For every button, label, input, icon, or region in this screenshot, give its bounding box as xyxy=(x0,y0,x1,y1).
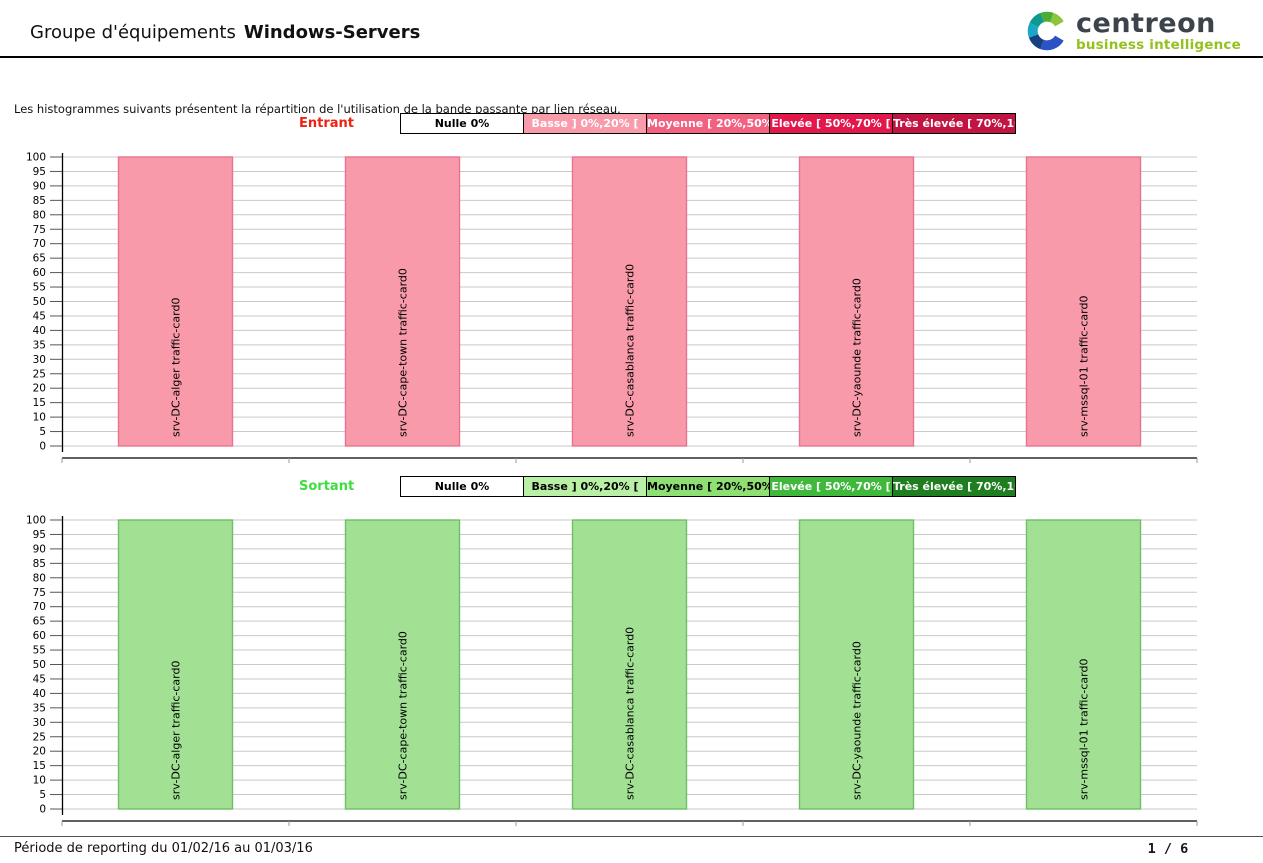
legend-cell: Elevée [ 50%,70% [ xyxy=(769,476,893,497)
y-tick-label: 20 xyxy=(33,383,46,395)
bar-label: srv-DC-alger traffic-card0 xyxy=(170,298,183,437)
y-tick-label: 40 xyxy=(33,325,46,337)
bar-label: srv-DC-casablanca traffic-card0 xyxy=(624,264,637,437)
header-divider xyxy=(0,56,1263,58)
direction-label-sortant: Sortant xyxy=(299,479,355,494)
y-tick-label: 65 xyxy=(33,616,46,628)
y-tick-label: 25 xyxy=(33,368,46,380)
y-tick-label: 100 xyxy=(26,152,46,164)
bar-label: srv-DC-yaounde traffic-card0 xyxy=(851,641,864,800)
y-tick-label: 65 xyxy=(33,253,46,265)
bar xyxy=(571,156,688,447)
legend-cell: Basse ] 0%,20% [ xyxy=(523,476,647,497)
legend-row-sortant: Sortant Nulle 0% Basse ] 0%,20% [Moyenne … xyxy=(0,476,1263,500)
page-title: Groupe d'équipements Windows-Servers xyxy=(30,22,420,43)
bar xyxy=(344,156,461,447)
y-tick-label: 75 xyxy=(33,224,46,236)
y-tick-label: 70 xyxy=(33,601,46,613)
y-tick-label: 15 xyxy=(33,397,46,409)
logo-brand: centreon xyxy=(1076,7,1216,39)
y-tick-label: 45 xyxy=(33,673,46,685)
y-tick-label: 40 xyxy=(33,688,46,700)
legend-cell: Très élevée [ 70%,100% ] xyxy=(892,113,1016,134)
intro-text: Les histogrammes suivants présentent la … xyxy=(14,101,621,116)
legend-entrant: Nulle 0% Basse ] 0%,20% [Moyenne [ 20%,50… xyxy=(400,113,1016,134)
reporting-period: Période de reporting du 01/02/16 au 01/0… xyxy=(14,841,313,856)
bar-label: srv-DC-yaounde traffic-card0 xyxy=(851,278,864,437)
y-tick-label: 35 xyxy=(33,702,46,714)
y-tick-label: 85 xyxy=(33,558,46,570)
bar xyxy=(1025,156,1142,447)
legend-cell: Nulle 0% xyxy=(400,476,524,497)
logo-tagline: business intelligence xyxy=(1076,36,1241,53)
y-tick-label: 55 xyxy=(33,282,46,294)
y-tick-label: 90 xyxy=(33,543,46,555)
y-tick-label: 60 xyxy=(33,630,46,642)
bar-label: srv-mssql-01 traffic-card0 xyxy=(1078,296,1091,437)
y-tick-label: 0 xyxy=(39,804,46,816)
legend-cell: Très élevée [ 70%,100% ] xyxy=(892,476,1016,497)
y-tick-label: 10 xyxy=(33,412,46,424)
bar xyxy=(1025,519,1142,810)
bar xyxy=(798,156,915,447)
bar xyxy=(571,519,688,810)
page-number: 1 / 6 xyxy=(1147,841,1189,857)
direction-label-entrant: Entrant xyxy=(299,116,355,131)
footer-divider xyxy=(0,836,1263,837)
y-tick-label: 100 xyxy=(26,515,46,527)
y-tick-label: 25 xyxy=(33,731,46,743)
y-tick-label: 55 xyxy=(33,645,46,657)
bar-label: srv-DC-cape-town traffic-card0 xyxy=(397,268,410,437)
y-tick-label: 70 xyxy=(33,238,46,250)
y-tick-label: 50 xyxy=(33,296,46,308)
page-title-group: Windows-Servers xyxy=(243,22,421,43)
y-tick-label: 80 xyxy=(33,572,46,584)
y-tick-label: 5 xyxy=(39,789,46,801)
y-tick-label: 75 xyxy=(33,587,46,599)
centreon-logo: centreon business intelligence xyxy=(1025,9,1241,53)
histogram-entrant: 0 5 10 15 20 25 30 35 40 45 50 55 60 65 70 75 80 85 90 95 10… xyxy=(26,152,1198,463)
y-tick-label: 85 xyxy=(33,195,46,207)
y-tick-label: 0 xyxy=(39,441,46,453)
y-tick-label: 30 xyxy=(33,354,46,366)
legend-cell: Moyenne [ 20%,50% [ xyxy=(646,476,770,497)
bar-label: srv-DC-alger traffic-card0 xyxy=(170,661,183,800)
y-tick-label: 50 xyxy=(33,659,46,671)
bar xyxy=(117,156,234,447)
y-tick-label: 5 xyxy=(39,426,46,438)
y-tick-label: 20 xyxy=(33,746,46,758)
y-tick-label: 10 xyxy=(33,775,46,787)
bar xyxy=(117,519,234,810)
bar-label: srv-mssql-01 traffic-card0 xyxy=(1078,659,1091,800)
bar-label: srv-DC-casablanca traffic-card0 xyxy=(624,627,637,800)
legend-sortant: Nulle 0% Basse ] 0%,20% [Moyenne [ 20%,50… xyxy=(400,476,1016,497)
centreon-logo-icon xyxy=(1027,11,1064,51)
legend-row-entrant: Entrant Nulle 0% Basse ] 0%,20% [Moyenne … xyxy=(0,113,1263,137)
page-title-prefix: Groupe d'équipements xyxy=(30,22,236,43)
bar xyxy=(798,519,915,810)
histogram-sortant: 0 5 10 15 20 25 30 35 40 45 50 55 60 65 70 75 80 85 90 95 10… xyxy=(26,515,1198,826)
legend-cell: Nulle 0% xyxy=(400,113,524,134)
bar-label: srv-DC-cape-town traffic-card0 xyxy=(397,631,410,800)
legend-cell: Basse ] 0%,20% [ xyxy=(523,113,647,134)
y-tick-label: 90 xyxy=(33,180,46,192)
legend-cell: Elevée [ 50%,70% [ xyxy=(769,113,893,134)
legend-cell: Moyenne [ 20%,50% [ xyxy=(646,113,770,134)
y-tick-label: 35 xyxy=(33,339,46,351)
bar xyxy=(344,519,461,810)
y-tick-label: 80 xyxy=(33,209,46,221)
y-tick-label: 60 xyxy=(33,267,46,279)
y-tick-label: 95 xyxy=(33,166,46,178)
y-tick-label: 45 xyxy=(33,310,46,322)
y-tick-label: 15 xyxy=(33,760,46,772)
y-tick-label: 95 xyxy=(33,529,46,541)
y-tick-label: 30 xyxy=(33,717,46,729)
